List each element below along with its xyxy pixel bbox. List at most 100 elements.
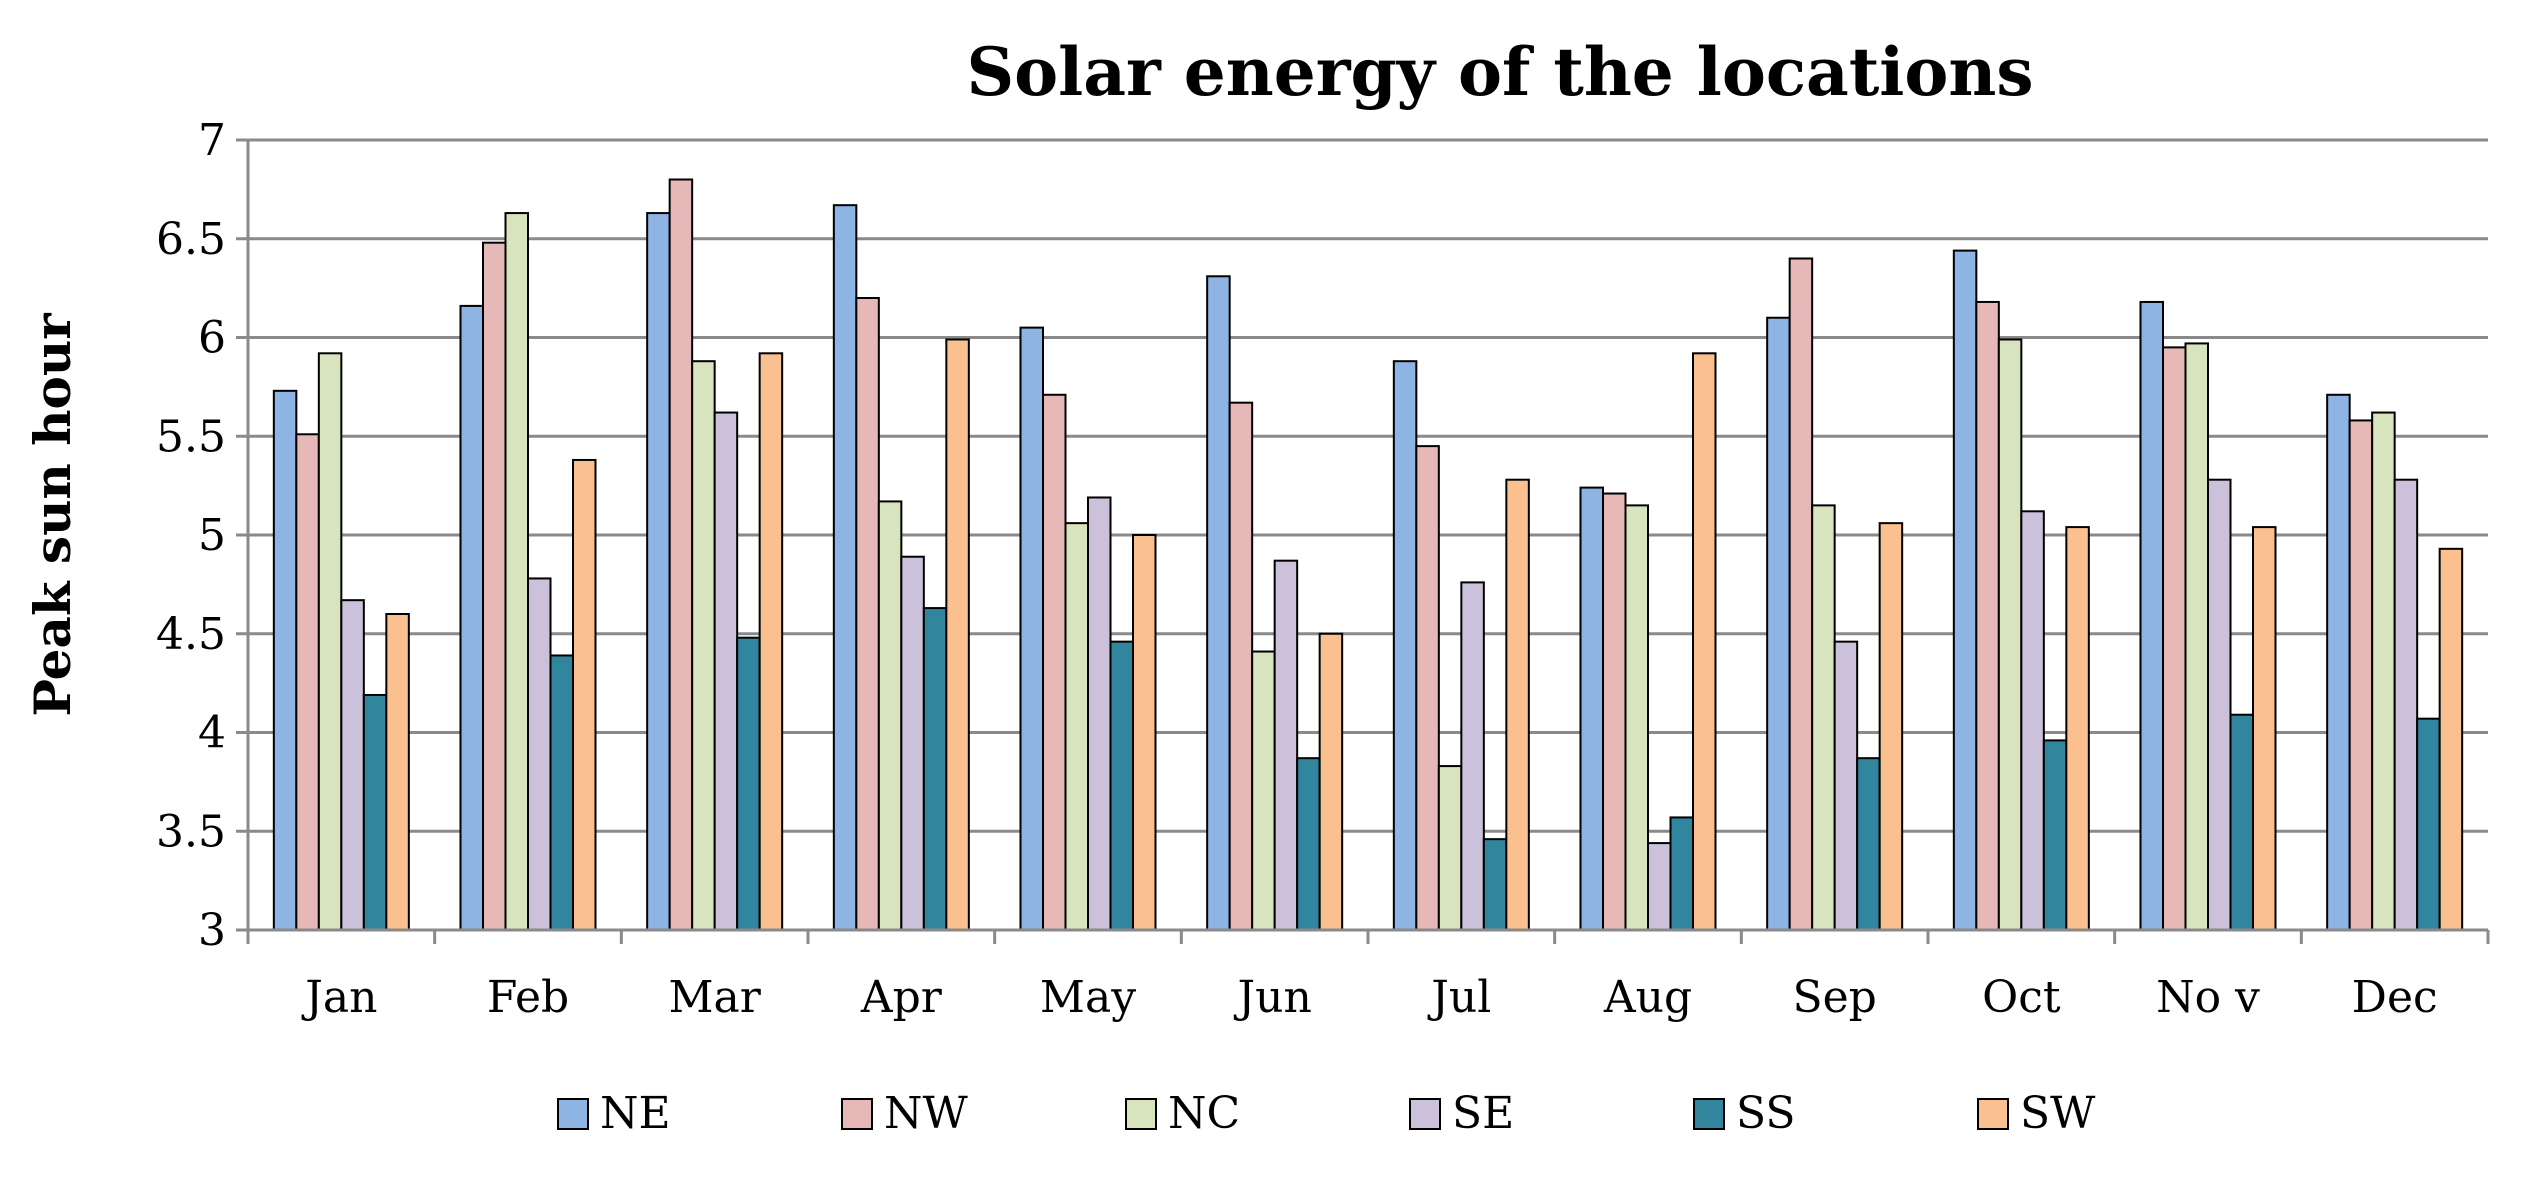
x-tick-label: Feb [487, 972, 569, 1023]
x-tick-label: Jun [1234, 972, 1312, 1023]
y-tick-label: 5 [198, 510, 226, 561]
bar-sw-mar [758, 352, 784, 931]
bar-nw-jan [295, 433, 320, 931]
legend-label-sw: SW [2020, 1088, 2096, 1139]
bar-ss-jul [1482, 838, 1508, 932]
bar-se-sep [1833, 640, 1859, 932]
y-tick-label: 3.5 [156, 806, 226, 857]
bar-ne-may [1019, 326, 1044, 931]
bar-sw-aug [1692, 352, 1717, 931]
bar-nc-jul [1437, 765, 1463, 932]
y-tick-label: 6 [198, 313, 226, 364]
axes [236, 138, 2490, 944]
y-tick-label: 3 [198, 905, 226, 956]
bar-se-jul [1460, 581, 1485, 932]
bar-se-mar [713, 411, 739, 931]
bar-se-aug [1647, 842, 1672, 931]
bar-ne-jun [1206, 275, 1231, 931]
bar-se-oct [2020, 510, 2045, 931]
x-tick-label: Sep [1792, 972, 1876, 1023]
y-axis-label: Peak sun hour [23, 313, 82, 717]
bar-nc-mar [691, 360, 716, 931]
bar-sw-apr [945, 338, 970, 932]
x-tick-label: May [1040, 972, 1136, 1023]
bar-nw-apr [855, 297, 880, 931]
bar-ss-mar [736, 636, 761, 931]
legend-swatch-se [1409, 1098, 1441, 1130]
bar-ne-feb [459, 304, 484, 931]
bar-se-may [1087, 496, 1112, 931]
bar-se-nov [2207, 478, 2232, 931]
bar-nc-may [1064, 522, 1089, 932]
bar-se-apr [900, 555, 925, 931]
bar-nw-jul [1415, 445, 1440, 931]
bar-nw-mar [668, 178, 694, 931]
y-tick-label: 5.5 [156, 411, 226, 462]
bar-ne-aug [1579, 486, 1604, 931]
bar-sw-jun [1318, 632, 1344, 931]
legend-swatch-nc [1125, 1098, 1157, 1130]
x-tick-label: Apr [860, 972, 943, 1023]
bar-nw-sep [1788, 257, 1814, 931]
bar-ne-apr [832, 204, 858, 932]
bar-se-dec [2393, 478, 2419, 931]
legend-label-se: SE [1452, 1088, 1514, 1139]
bar-nw-jun [1228, 401, 1254, 931]
bar-ss-oct [2042, 739, 2068, 932]
bar-sw-dec [2438, 547, 2464, 931]
bar-sw-jan [385, 613, 410, 931]
bar-sw-jul [1505, 478, 1530, 931]
legend-swatch-nw [841, 1098, 873, 1130]
bar-ss-sep [1856, 757, 1881, 931]
y-tick-label: 4.5 [156, 609, 226, 660]
y-tick-labels: 3 3.5 4 4.5 5 5.5 6 6.5 7 [156, 115, 226, 956]
bar-ne-dec [2326, 393, 2351, 931]
bar-ss-jan [362, 693, 388, 931]
bars [272, 178, 2464, 932]
bar-se-jun [1273, 559, 1299, 931]
bar-nc-nov [2184, 342, 2209, 931]
bar-nw-aug [1602, 492, 1627, 931]
bar-nc-oct [1997, 338, 2023, 932]
y-tick-label: 7 [198, 115, 226, 166]
bar-nc-feb [504, 212, 529, 931]
bar-sw-oct [2065, 526, 2090, 931]
legend-label-ss: SS [1736, 1088, 1796, 1139]
bar-ne-nov [2139, 300, 2164, 931]
bar-nc-jun [1251, 650, 1276, 932]
bar-ss-aug [1669, 816, 1694, 931]
bar-se-feb [527, 577, 552, 931]
x-tick-label: Mar [669, 972, 762, 1023]
chart-title: Solar energy of the locations [966, 33, 2033, 111]
bar-nc-aug [1624, 504, 1649, 931]
y-tick-label: 6.5 [156, 214, 226, 265]
bar-sw-feb [572, 458, 597, 931]
legend-label-nw: NW [884, 1088, 969, 1139]
legend: NE NW NC SE SS SW [557, 1088, 2096, 1139]
bar-sw-nov [2252, 526, 2277, 931]
x-tick-label: Jan [301, 972, 377, 1023]
x-tick-label: Dec [2352, 972, 2438, 1023]
bar-ne-jul [1392, 360, 1418, 931]
bar-nc-dec [2371, 411, 2396, 931]
bar-nc-apr [877, 500, 903, 931]
bar-ne-jan [272, 389, 298, 931]
bar-ss-nov [2229, 713, 2254, 931]
bar-nw-may [1042, 393, 1067, 931]
bar-nw-feb [482, 241, 507, 931]
bar-ne-sep [1766, 316, 1791, 931]
x-tick-labels: Jan Feb Mar Apr May Jun Jul Aug Sep Oct No v Dec [301, 972, 2437, 1023]
bar-nw-oct [1975, 300, 2000, 931]
legend-swatch-ss [1693, 1098, 1725, 1130]
bar-ne-mar [646, 212, 671, 931]
bar-ss-jun [1296, 757, 1321, 931]
gridlines [248, 138, 2488, 833]
bar-sw-sep [1878, 522, 1904, 932]
x-tick-label: Oct [1982, 972, 2061, 1023]
bar-nw-nov [2162, 346, 2187, 931]
bar-nc-jan [317, 352, 343, 931]
y-tick-label: 4 [198, 708, 226, 759]
bar-ss-feb [549, 654, 574, 931]
legend-label-ne: NE [600, 1088, 671, 1139]
bar-nw-dec [2348, 419, 2374, 931]
